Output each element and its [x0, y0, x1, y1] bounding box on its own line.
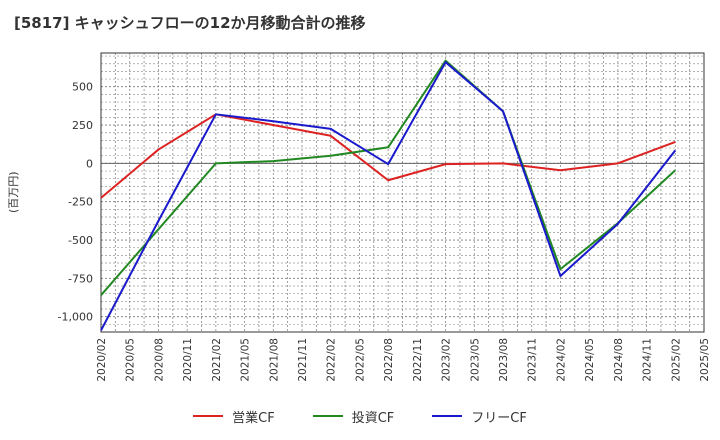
legend-swatch [432, 415, 463, 417]
y-tick-label: -250 [68, 196, 93, 209]
x-tick-label: 2021/11 [297, 338, 309, 382]
y-tick-label: -750 [68, 272, 93, 285]
series-line [100, 59, 676, 296]
plot-frame [100, 52, 705, 333]
legend-item: 投資CF [312, 407, 395, 426]
y-tick-label: 0 [86, 157, 93, 170]
x-tick-label: 2024/11 [642, 338, 654, 382]
x-tick-label: 2022/11 [412, 338, 424, 382]
legend-item: 営業CF [193, 407, 275, 426]
x-tick-label: 2023/11 [527, 338, 539, 382]
legend-swatch [193, 415, 224, 417]
x-tick-label: 2024/08 [613, 338, 625, 382]
y-tick-label: -500 [68, 234, 93, 247]
y-tick-label: -1,000 [58, 311, 93, 324]
x-tick-label: 2025/02 [670, 338, 682, 382]
x-tick-label: 2025/05 [699, 338, 711, 382]
x-tick-label: 2020/05 [125, 338, 137, 382]
x-tick-label: 2022/08 [383, 338, 395, 382]
y-tick-label: 500 [72, 81, 93, 94]
legend: 営業CF 投資CF フリーCF [0, 404, 720, 428]
legend-label: 営業CF [232, 410, 275, 426]
legend-label: フリーCF [471, 410, 527, 426]
x-tick-label: 2024/05 [584, 338, 596, 382]
x-tick-label: 2023/08 [498, 338, 510, 382]
x-tick-label: 2020/11 [182, 338, 194, 382]
x-tick-label: 2020/08 [153, 338, 165, 382]
y-tick-label: 250 [72, 119, 93, 132]
series-line [100, 113, 676, 199]
legend-item: フリーCF [432, 407, 527, 426]
x-tick-label: 2022/05 [354, 338, 366, 382]
x-tick-label: 2023/02 [441, 338, 453, 382]
x-tick-label: 2022/02 [326, 338, 338, 382]
legend-swatch [312, 415, 343, 417]
x-tick-label: 2023/05 [469, 338, 481, 382]
series-line [100, 61, 677, 331]
legend-label: 投資CF [351, 410, 395, 426]
x-tick-label: 2021/02 [211, 338, 223, 382]
x-tick-label: 2021/05 [240, 338, 252, 382]
x-tick-label: 2020/02 [96, 338, 108, 382]
x-tick-label: 2024/02 [555, 338, 567, 382]
x-tick-label: 2021/08 [268, 338, 280, 382]
chart-title: [5817] キャッシュフローの12か月移動合計の推移 [14, 14, 366, 32]
